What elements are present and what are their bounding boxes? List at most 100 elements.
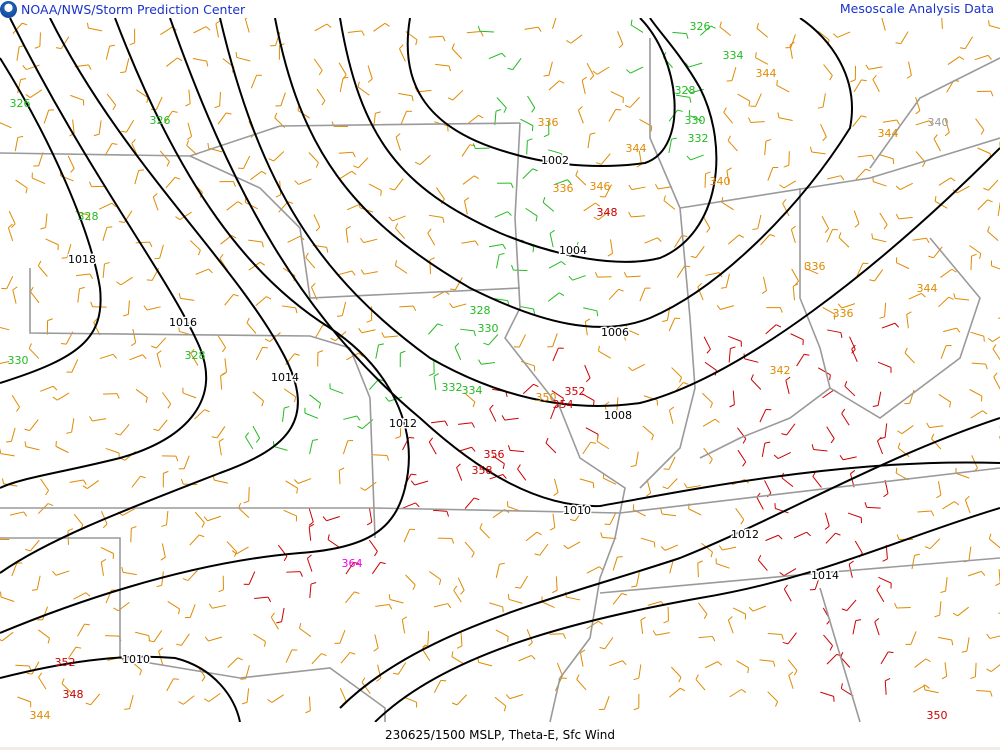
wind-barb [238, 502, 250, 518]
wind-barb [970, 253, 977, 271]
wind-barb [970, 331, 985, 342]
wind-barb [153, 419, 168, 432]
wind-barb [8, 210, 16, 229]
wind-barb [497, 182, 514, 189]
wind-barb [250, 170, 267, 181]
wind-barb [630, 451, 639, 468]
wind-barb [221, 358, 228, 376]
wind-barb [583, 202, 601, 212]
wind-barb [879, 212, 888, 230]
wind-barb [670, 666, 682, 683]
wind-barb [70, 94, 85, 106]
theta-e-label: 326 [150, 114, 171, 127]
wind-barb [871, 233, 887, 243]
wind-barb [403, 528, 416, 543]
wind-barb [0, 448, 15, 457]
wind-barb [943, 327, 961, 333]
wind-barb [278, 201, 294, 213]
wind-barb [308, 523, 315, 541]
wind-barb [478, 359, 496, 365]
wind-barb [106, 93, 117, 110]
wind-barb [224, 293, 239, 306]
wind-barb [548, 261, 566, 269]
wind-barb [361, 677, 371, 694]
wind-barb [668, 406, 675, 424]
wind-barb [895, 257, 910, 270]
wind-barb [931, 433, 942, 450]
wind-barb [134, 169, 145, 185]
wind-barb [906, 311, 912, 329]
wind-barb [811, 444, 828, 452]
wind-barb [545, 437, 557, 454]
wind-barb [299, 623, 312, 637]
wind-barb [781, 423, 796, 436]
wind-barb [507, 501, 522, 512]
wind-barb [479, 523, 491, 539]
wind-barb [732, 607, 747, 620]
wind-barb [517, 464, 527, 481]
wind-barb [853, 79, 867, 93]
wind-barb [243, 487, 250, 504]
wind-barb [422, 631, 430, 648]
wind-barb [636, 150, 642, 168]
wind-barb [405, 574, 416, 591]
wind-barb [735, 507, 745, 525]
isobar-label: 1014 [811, 569, 839, 582]
wind-barb [993, 372, 1000, 390]
wind-barb [729, 688, 747, 698]
product-name: Mesoscale Analysis Data [839, 1, 994, 16]
wind-barb [654, 184, 673, 190]
wind-barb [246, 317, 257, 334]
wind-barb [897, 425, 914, 435]
wind-barb [761, 276, 768, 295]
wind-barb [131, 475, 146, 488]
wind-barb [938, 177, 956, 186]
wind-barb [611, 397, 619, 414]
wind-barb [884, 677, 891, 695]
wind-barb [983, 179, 999, 191]
wind-barb [371, 561, 386, 575]
wind-barb [646, 479, 652, 497]
wind-barb [876, 585, 885, 603]
wind-barb [214, 91, 222, 109]
wind-barb [841, 408, 850, 426]
wind-barb [700, 25, 716, 36]
isobar-1014-east [374, 507, 1000, 722]
wind-barb [313, 214, 321, 232]
wind-barb [756, 23, 769, 38]
wind-barb [129, 354, 147, 361]
wind-barb [995, 569, 1000, 587]
isobar-label: 1008 [604, 409, 632, 422]
wind-barb [787, 659, 798, 676]
wind-barb [783, 151, 790, 168]
wind-barb [761, 441, 771, 457]
wind-barb [850, 65, 857, 83]
wind-barb [599, 695, 610, 711]
theta-e-label: 348 [597, 206, 618, 219]
wind-barb [148, 629, 163, 643]
wind-barb [45, 238, 59, 251]
wind-barb [727, 135, 738, 152]
wind-barb [7, 223, 14, 242]
wind-barb [837, 303, 856, 309]
wind-barb [671, 367, 683, 383]
wind-barb [608, 108, 622, 122]
theta-e-label: 328 [185, 349, 206, 362]
wind-barb [309, 582, 317, 599]
wind-barb [747, 117, 765, 123]
wind-barb [626, 66, 644, 74]
wind-barb [695, 674, 706, 691]
wind-barb [663, 195, 676, 210]
wind-barb [24, 441, 40, 451]
theta-e-label: 344 [756, 67, 777, 80]
wind-barb [38, 672, 47, 690]
wind-barb [608, 288, 624, 300]
wind-barb [974, 54, 992, 61]
wind-barb [367, 65, 373, 83]
wind-barb [586, 63, 595, 81]
wind-barb [865, 64, 883, 70]
state-borders [0, 38, 1000, 722]
wind-barb [308, 152, 319, 168]
wind-barb [876, 436, 884, 455]
